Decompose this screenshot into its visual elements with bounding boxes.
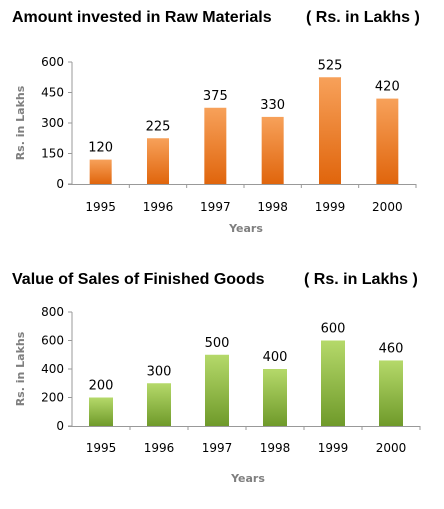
y-axis-title: Rs. in Lakhs <box>14 85 27 160</box>
chart-title: Value of Sales of Finished Goods <box>12 271 265 288</box>
y-tick-label: 800 <box>41 305 64 319</box>
bar-1998 <box>261 116 284 184</box>
finished-goods-sales-chart: Value of Sales of Finished Goods ( Rs. in… <box>12 271 421 485</box>
x-tick-label-2000: 2000 <box>376 441 407 455</box>
y-tick-label: 600 <box>41 55 64 69</box>
y-tick-label: 450 <box>41 86 64 100</box>
data-label-1997: 500 <box>205 336 230 351</box>
bar-1997 <box>204 107 227 184</box>
bar-1999 <box>321 340 345 426</box>
bar-1996 <box>147 383 171 426</box>
data-label-1999: 600 <box>321 322 346 337</box>
y-tick-label: 600 <box>41 334 64 348</box>
data-label-1995: 200 <box>89 379 114 394</box>
bar-1998 <box>263 369 287 426</box>
x-tick-label-1999: 1999 <box>318 441 349 455</box>
y-tick-label: 0 <box>56 177 64 191</box>
chart-subtitle: ( Rs. in Lakhs ) <box>304 271 418 288</box>
y-tick-label: 400 <box>41 362 64 376</box>
x-tick-label-1995: 1995 <box>85 200 116 214</box>
x-tick-label-1996: 1996 <box>144 441 175 455</box>
data-label-2000: 460 <box>379 341 404 356</box>
x-tick-label-1998: 1998 <box>257 200 288 214</box>
x-axis-title: Years <box>230 472 265 485</box>
y-axis-title: Rs. in Lakhs <box>14 331 27 406</box>
raw-materials-chart: Amount invested in Raw Materials ( Rs. in… <box>12 9 420 235</box>
bar-2000 <box>376 98 399 184</box>
y-tick-label: 200 <box>41 391 64 405</box>
x-tick-label-1997: 1997 <box>202 441 233 455</box>
chart-title: Amount invested in Raw Materials <box>12 9 272 26</box>
y-tick-label: 150 <box>41 147 64 161</box>
bar-1995 <box>89 159 112 184</box>
x-tick-label-1999: 1999 <box>315 200 346 214</box>
data-label-1998: 330 <box>260 98 285 113</box>
x-axis-title: Years <box>228 222 263 235</box>
data-label-1998: 400 <box>263 350 288 365</box>
bar-1997 <box>205 354 229 426</box>
data-label-1996: 300 <box>147 364 172 379</box>
data-label-1995: 120 <box>88 141 113 156</box>
x-tick-label-1997: 1997 <box>200 200 231 214</box>
data-label-1996: 225 <box>146 119 171 134</box>
data-label-2000: 420 <box>375 80 400 95</box>
bar-1995 <box>89 397 113 426</box>
y-tick-label: 300 <box>41 116 64 130</box>
x-tick-label-1996: 1996 <box>143 200 174 214</box>
x-tick-label-2000: 2000 <box>372 200 403 214</box>
x-tick-label-1998: 1998 <box>260 441 291 455</box>
x-tick-label-1995: 1995 <box>86 441 117 455</box>
chart-subtitle: ( Rs. in Lakhs ) <box>306 9 420 26</box>
data-label-1997: 375 <box>203 89 228 104</box>
data-label-1999: 525 <box>318 58 343 73</box>
bar-1999 <box>319 77 341 184</box>
bar-2000 <box>379 360 403 426</box>
y-tick-label: 0 <box>56 419 64 433</box>
bar-1996 <box>147 138 169 184</box>
